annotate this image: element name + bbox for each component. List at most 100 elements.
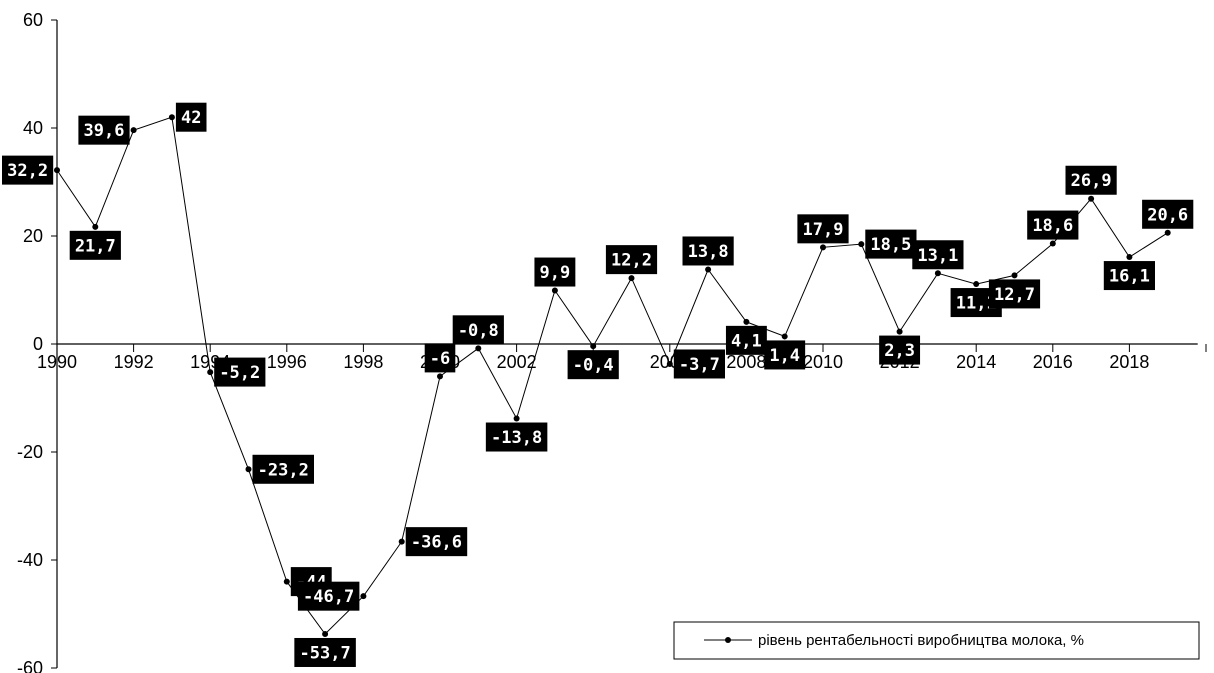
data-label-text: 18,5 bbox=[870, 235, 911, 255]
data-label-box bbox=[865, 229, 917, 259]
data-point bbox=[398, 538, 405, 545]
data-label-box bbox=[297, 581, 360, 611]
data-label: 42 bbox=[175, 102, 207, 132]
data-label: 26,9 bbox=[1065, 165, 1117, 195]
y-tick-label: -60 bbox=[17, 658, 43, 673]
data-label-box bbox=[764, 340, 806, 370]
series-line bbox=[56, 116, 1168, 635]
data-label: 21,7 bbox=[69, 230, 121, 260]
data-point bbox=[1088, 195, 1095, 202]
data-label-box bbox=[534, 257, 576, 287]
data-label: 17,9 bbox=[797, 214, 849, 244]
data-label: -0,8 bbox=[452, 315, 504, 345]
data-point bbox=[437, 373, 443, 380]
data-label-text: 20,6 bbox=[1147, 205, 1188, 225]
data-label-text: -3,7 bbox=[679, 355, 720, 375]
data-point bbox=[360, 593, 367, 600]
x-tick-label: 2014 bbox=[956, 352, 996, 372]
data-label-box bbox=[1142, 199, 1194, 229]
data-point bbox=[168, 114, 175, 121]
data-label-box bbox=[797, 214, 849, 244]
data-label-box bbox=[1065, 165, 1117, 195]
data-label-text: -36,6 bbox=[411, 533, 462, 553]
data-label-box bbox=[605, 245, 658, 275]
data-label-text: -23,2 bbox=[258, 460, 309, 480]
data-label-text: 39,6 bbox=[84, 121, 125, 141]
data-label-box bbox=[1103, 261, 1155, 291]
data-label-box bbox=[78, 115, 130, 145]
data-point bbox=[743, 318, 750, 325]
y-tick-label: 20 bbox=[23, 226, 43, 246]
data-label-text: -5,2 bbox=[219, 363, 260, 383]
data-label: 20,6 bbox=[1142, 199, 1194, 229]
data-label-text: 16,1 bbox=[1109, 267, 1150, 287]
data-label: -23,2 bbox=[252, 454, 314, 484]
data-label-box bbox=[1027, 210, 1079, 240]
data-label: -0,4 bbox=[567, 350, 619, 380]
data-point bbox=[781, 333, 788, 340]
data-point bbox=[1049, 240, 1056, 247]
data-label: -6 bbox=[424, 343, 456, 373]
data-point bbox=[54, 167, 60, 174]
data-label-text: 2,3 bbox=[884, 341, 915, 361]
x-tick-label: 2002 bbox=[497, 352, 537, 372]
x-tick-label: 1998 bbox=[343, 352, 383, 372]
data-label: -36,6 bbox=[405, 527, 468, 557]
data-label-text: -6 bbox=[430, 349, 450, 369]
x-tick-label: 1992 bbox=[114, 352, 154, 372]
x-tick-label: 1996 bbox=[267, 352, 307, 372]
y-tick-label: 40 bbox=[23, 118, 43, 138]
data-label-text: 13,1 bbox=[917, 246, 958, 266]
data-label-box bbox=[405, 527, 468, 557]
data-label-text: 21,7 bbox=[75, 236, 116, 256]
y-tick-label: -20 bbox=[17, 442, 43, 462]
data-label-text: 18,6 bbox=[1032, 216, 1073, 236]
legend-box bbox=[673, 621, 1200, 660]
data-label-box bbox=[294, 637, 356, 667]
legend: рівень рентабельності виробництва молока… bbox=[673, 621, 1200, 660]
data-label-box bbox=[2, 155, 54, 185]
data-point bbox=[896, 328, 903, 335]
data-point bbox=[1011, 272, 1018, 279]
x-tick-label: 1990 bbox=[37, 352, 77, 372]
data-point bbox=[705, 266, 712, 273]
data-point bbox=[1164, 229, 1171, 236]
x-tick-label: 2008 bbox=[726, 352, 766, 372]
data-label-text: -0,8 bbox=[458, 321, 499, 341]
data-label: 18,6 bbox=[1027, 210, 1079, 240]
data-label-box bbox=[912, 240, 964, 270]
data-label-text: 1,4 bbox=[769, 346, 800, 366]
series-line-group bbox=[54, 114, 1171, 637]
y-tick-label: 0 bbox=[33, 334, 43, 354]
data-label: 12,7 bbox=[988, 279, 1041, 309]
data-label: -13,8 bbox=[485, 422, 548, 452]
data-label: 12,2 bbox=[605, 245, 658, 275]
data-point bbox=[666, 360, 673, 367]
data-label: 2,3 bbox=[879, 335, 921, 365]
data-label-box bbox=[175, 102, 207, 132]
data-label-text: 4,1 bbox=[731, 331, 762, 351]
data-label-text: 13,8 bbox=[688, 242, 729, 262]
data-label-box bbox=[424, 343, 456, 373]
data-label: 13,1 bbox=[912, 240, 964, 270]
data-point bbox=[283, 578, 290, 585]
data-point bbox=[820, 244, 826, 251]
y-tick-label: 60 bbox=[23, 10, 43, 30]
data-label-box bbox=[452, 315, 504, 345]
data-point bbox=[934, 270, 941, 277]
data-label-text: -0,4 bbox=[573, 356, 614, 376]
legend-point-marker bbox=[725, 637, 731, 643]
data-label: -3,7 bbox=[673, 349, 725, 379]
data-label-text: 11,1 bbox=[956, 294, 997, 314]
x-tick-label: 2016 bbox=[1033, 352, 1073, 372]
data-label: 4,1 bbox=[725, 325, 767, 355]
data-label: -46,7 bbox=[297, 581, 360, 611]
data-label-box bbox=[252, 454, 314, 484]
data-point bbox=[92, 223, 99, 230]
data-label-text: -46,7 bbox=[303, 587, 354, 607]
data-label: 39,6 bbox=[78, 115, 130, 145]
data-label-text: -53,7 bbox=[300, 643, 351, 663]
y-tick-label: -40 bbox=[17, 550, 43, 570]
data-label: 13,8 bbox=[682, 236, 734, 266]
data-point bbox=[551, 287, 558, 294]
